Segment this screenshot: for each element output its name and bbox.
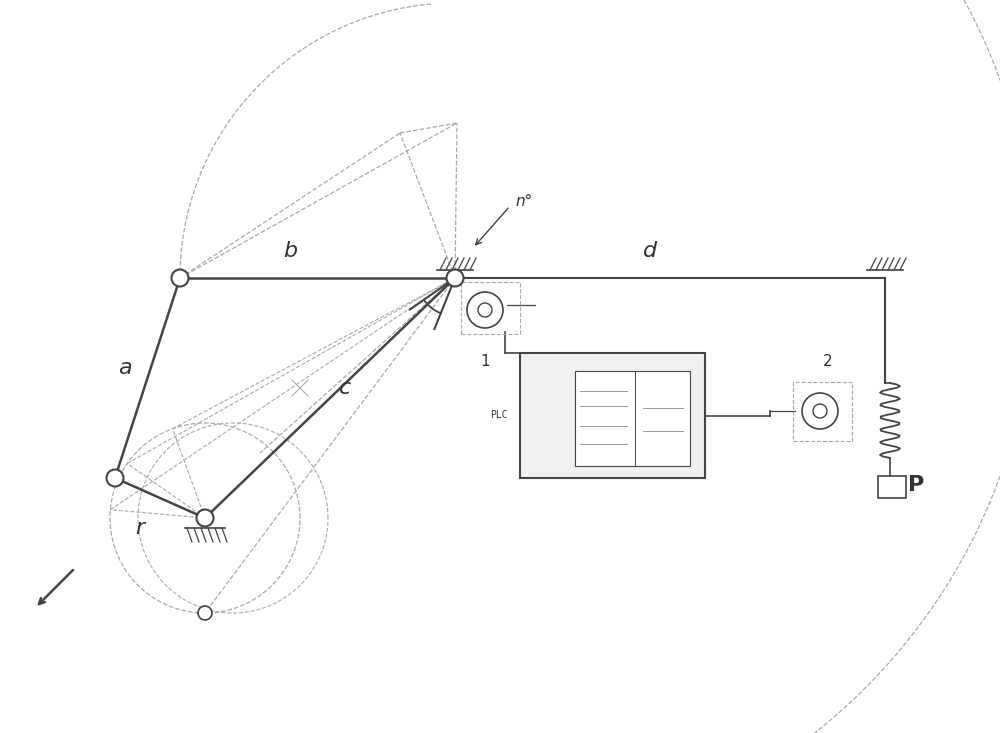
- Circle shape: [198, 606, 212, 620]
- Bar: [575, 371, 690, 466]
- Circle shape: [446, 270, 464, 287]
- Bar: [520, 353, 705, 478]
- Text: P: P: [908, 475, 924, 495]
- Text: n°: n°: [515, 194, 532, 208]
- Circle shape: [106, 470, 123, 487]
- Text: r: r: [135, 518, 145, 538]
- Text: c: c: [339, 378, 351, 398]
- Text: a: a: [118, 358, 132, 378]
- Bar: [878, 476, 906, 498]
- Text: 2: 2: [823, 353, 833, 369]
- Circle shape: [196, 509, 213, 526]
- Circle shape: [172, 270, 188, 287]
- Text: b: b: [283, 241, 297, 261]
- Text: PLC: PLC: [490, 410, 508, 421]
- Text: 1: 1: [480, 353, 490, 369]
- Text: d: d: [643, 241, 657, 261]
